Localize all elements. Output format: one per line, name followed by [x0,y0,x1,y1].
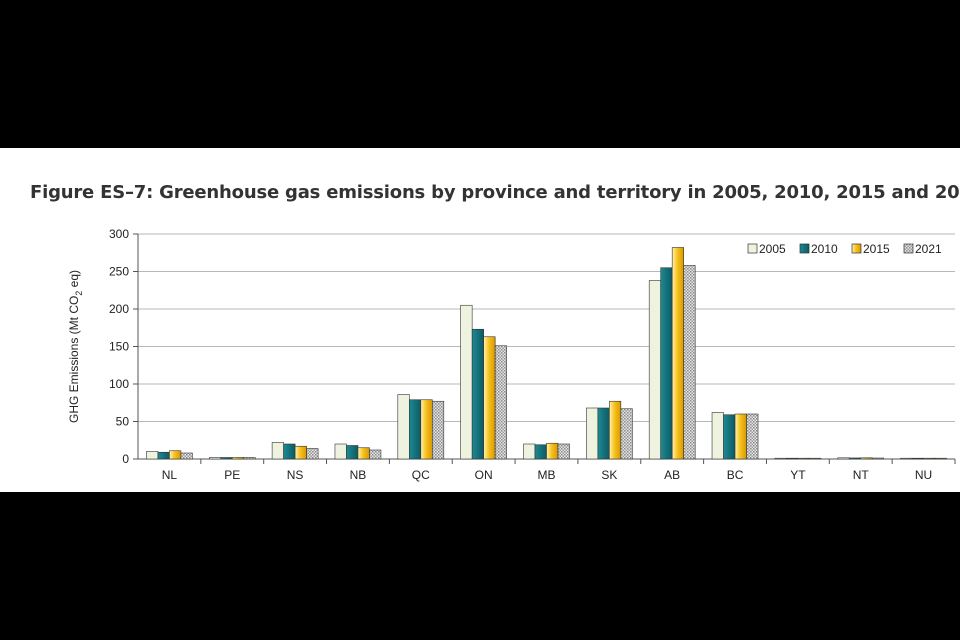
x-tick-label-mb: MB [538,468,556,482]
x-tick-label-pe: PE [224,468,240,482]
y-axis-title-main: GHG Emissions (Mt CO [67,296,81,423]
y-tick-label: 300 [109,227,129,241]
x-tick-label-nl: NL [162,468,178,482]
bar-yt-2021 [809,457,822,460]
figure-panel: Figure ES–7: Greenhouse gas emissions by… [0,148,960,492]
bar-yt-2005 [774,457,787,460]
bar-nb-2021 [369,449,382,460]
bar-nu-2005 [900,457,913,460]
bar-mb-2021 [557,443,570,460]
legend-label-2015: 2015 [863,242,890,256]
legend-label-2021: 2021 [915,242,942,256]
bar-nt-2010 [848,457,862,460]
bar-sk-2010 [597,407,610,460]
bar-qc-2021 [432,400,445,460]
bar-pe-2010 [220,457,233,460]
bar-bc-2005 [711,412,724,460]
bar-qc-2015 [420,399,433,460]
bar-sk-2021 [620,408,633,460]
bar-nu-2015 [923,457,936,460]
bar-ns-2005 [271,442,284,460]
bar-yt-2010 [786,457,799,460]
bar-on-2021 [494,345,507,460]
bar-sk-2015 [609,400,622,460]
x-tick-label-sk: SK [601,468,617,482]
bar-mb-2010 [534,444,547,460]
bar-ab-2005 [648,280,661,460]
bar-chart: 0 50 100 150 200 250 300 GHG Emissions (Mt CO2 … [67,227,956,482]
x-tick-label-ab: AB [664,468,680,482]
y-tick-label: 250 [109,265,129,279]
x-tick-label-yt: YT [790,468,806,482]
bar-yt-2015 [797,457,810,460]
gridlines [138,233,955,422]
y-tick-label: 200 [109,302,129,316]
bar-ab-2015 [671,247,684,460]
bar-pe-2005 [208,457,222,460]
bar-nt-2021 [871,457,885,460]
bars [146,247,947,460]
legend-label-2005: 2005 [759,242,786,256]
bar-sk-2005 [586,407,599,460]
bar-nb-2005 [334,443,347,460]
legend-swatch-2015 [851,243,862,254]
y-tick-label: 150 [109,340,129,354]
x-tick-label-ns: NS [287,468,304,482]
x-tick-label-qc: QC [412,468,430,482]
bar-on-2010 [471,328,484,460]
legend-swatch-2005 [747,243,758,254]
bar-ns-2021 [306,448,319,460]
axes: 0 50 100 150 200 250 300 GHG Emissions (Mt CO2 … [67,227,956,482]
bar-nl-2010 [157,451,170,460]
legend-label-2010: 2010 [811,242,838,256]
bar-nl-2021 [180,452,193,460]
legend-swatch-2021 [903,243,914,254]
bar-nu-2021 [934,457,947,460]
legend-swatch-2010 [799,243,810,254]
bar-mb-2015 [546,442,559,460]
x-tick-label-on: ON [475,468,493,482]
bar-pe-2015 [231,457,245,460]
bar-ns-2015 [294,445,307,460]
x-tick-label-bc: BC [727,468,744,482]
bar-nb-2015 [357,447,370,460]
bar-ab-2010 [660,267,673,460]
figure-title: Figure ES–7: Greenhouse gas emissions by… [30,182,960,203]
y-tick-label: 100 [109,377,129,391]
bar-pe-2021 [243,457,256,460]
y-tick-label: 50 [116,415,130,429]
bar-bc-2010 [723,414,736,460]
bar-bc-2021 [746,413,759,460]
bar-mb-2005 [523,443,536,460]
bar-qc-2005 [397,394,410,460]
bar-on-2005 [460,304,473,460]
bar-nb-2010 [346,445,359,460]
bar-nl-2015 [169,450,182,460]
x-tick-label-nb: NB [350,468,367,482]
bar-nt-2005 [837,457,850,460]
bar-nl-2005 [146,451,159,460]
legend: 2005 2010 2015 2021 [747,242,942,256]
bar-ab-2021 [683,265,696,460]
x-tick-label-nt: NT [853,468,870,482]
y-axis-title-tail: eq) [67,270,81,291]
bar-ns-2010 [283,443,296,460]
bar-nt-2015 [860,457,873,460]
bar-bc-2015 [734,413,747,460]
bar-nu-2010 [911,457,924,460]
bar-on-2015 [483,336,496,460]
y-axis-title-subscript: 2 [74,291,84,296]
x-tick-label-nu: NU [915,468,932,482]
y-tick-label: 0 [122,452,129,466]
bar-qc-2010 [409,399,422,460]
y-axis-title: GHG Emissions (Mt CO2 eq) [67,270,84,423]
